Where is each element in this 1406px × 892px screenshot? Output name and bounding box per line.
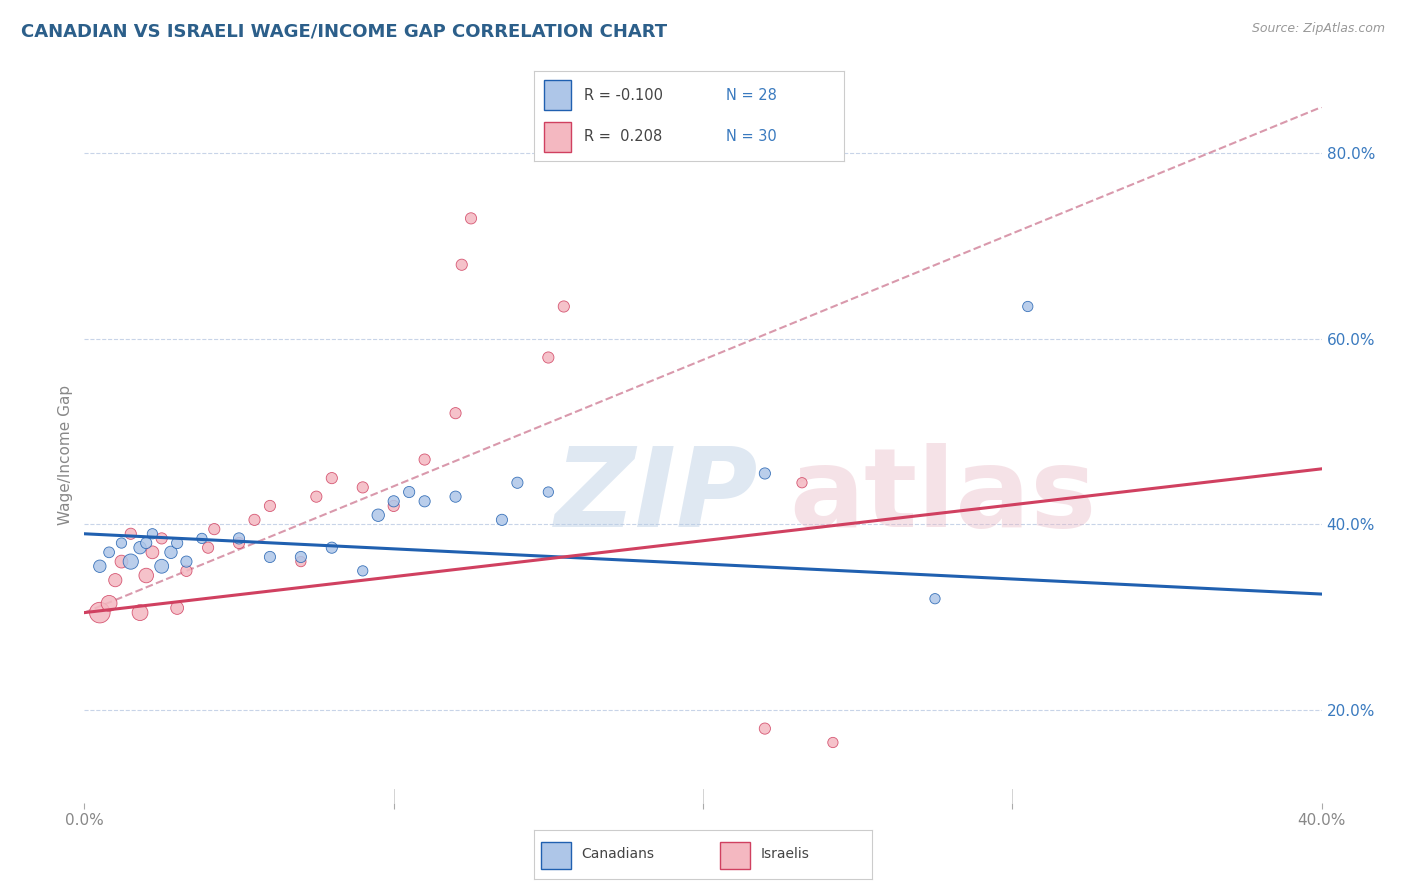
Point bbox=[243, 513, 266, 527]
Text: atlas: atlas bbox=[790, 443, 1097, 550]
Bar bbox=[541, 842, 571, 869]
Point bbox=[444, 490, 467, 504]
Point bbox=[754, 722, 776, 736]
Point bbox=[398, 485, 420, 500]
Point bbox=[537, 485, 560, 500]
Point bbox=[821, 735, 844, 749]
Point bbox=[352, 480, 374, 494]
Point bbox=[120, 555, 142, 569]
Text: ZIP: ZIP bbox=[554, 443, 758, 550]
Point bbox=[924, 591, 946, 606]
Point bbox=[382, 494, 405, 508]
Point bbox=[110, 536, 132, 550]
Bar bbox=[544, 80, 571, 110]
Point bbox=[150, 532, 173, 546]
Point bbox=[352, 564, 374, 578]
Point bbox=[98, 596, 121, 610]
Point bbox=[135, 568, 157, 582]
Text: R = -0.100: R = -0.100 bbox=[583, 88, 662, 103]
Text: N = 28: N = 28 bbox=[725, 88, 778, 103]
Point bbox=[176, 564, 198, 578]
Point bbox=[98, 545, 121, 559]
Point bbox=[228, 532, 250, 546]
Point bbox=[790, 475, 813, 490]
Point bbox=[176, 555, 198, 569]
Point bbox=[160, 545, 183, 559]
Point bbox=[382, 499, 405, 513]
Point bbox=[228, 536, 250, 550]
Point bbox=[89, 606, 111, 620]
Point bbox=[450, 258, 472, 272]
Point bbox=[1017, 300, 1039, 314]
Point bbox=[191, 532, 214, 546]
Point bbox=[290, 549, 312, 564]
Point bbox=[491, 513, 513, 527]
Point bbox=[321, 541, 343, 555]
Point bbox=[367, 508, 389, 523]
Point bbox=[259, 549, 281, 564]
Text: R =  0.208: R = 0.208 bbox=[583, 129, 662, 144]
Bar bbox=[544, 122, 571, 152]
Point bbox=[129, 606, 152, 620]
Point bbox=[754, 467, 776, 481]
Point bbox=[89, 559, 111, 574]
Point bbox=[460, 211, 482, 226]
Text: N = 30: N = 30 bbox=[725, 129, 776, 144]
Point bbox=[444, 406, 467, 420]
Text: Canadians: Canadians bbox=[582, 847, 655, 861]
Point bbox=[141, 526, 163, 541]
Point bbox=[129, 541, 152, 555]
Y-axis label: Wage/Income Gap: Wage/Income Gap bbox=[58, 384, 73, 525]
Point bbox=[290, 555, 312, 569]
Point bbox=[413, 452, 436, 467]
Point bbox=[259, 499, 281, 513]
Point bbox=[120, 526, 142, 541]
Point bbox=[141, 545, 163, 559]
Point bbox=[537, 351, 560, 365]
Point bbox=[305, 490, 328, 504]
Text: Source: ZipAtlas.com: Source: ZipAtlas.com bbox=[1251, 22, 1385, 36]
Point bbox=[202, 522, 225, 536]
Point bbox=[506, 475, 529, 490]
Point bbox=[413, 494, 436, 508]
Point bbox=[166, 536, 188, 550]
Text: Israelis: Israelis bbox=[761, 847, 810, 861]
Text: CANADIAN VS ISRAELI WAGE/INCOME GAP CORRELATION CHART: CANADIAN VS ISRAELI WAGE/INCOME GAP CORR… bbox=[21, 22, 668, 40]
Bar bbox=[720, 842, 751, 869]
Point bbox=[321, 471, 343, 485]
Point bbox=[150, 559, 173, 574]
Point bbox=[135, 536, 157, 550]
Point bbox=[110, 555, 132, 569]
Point bbox=[104, 573, 127, 587]
Point bbox=[553, 300, 575, 314]
Point bbox=[166, 601, 188, 615]
Point bbox=[197, 541, 219, 555]
